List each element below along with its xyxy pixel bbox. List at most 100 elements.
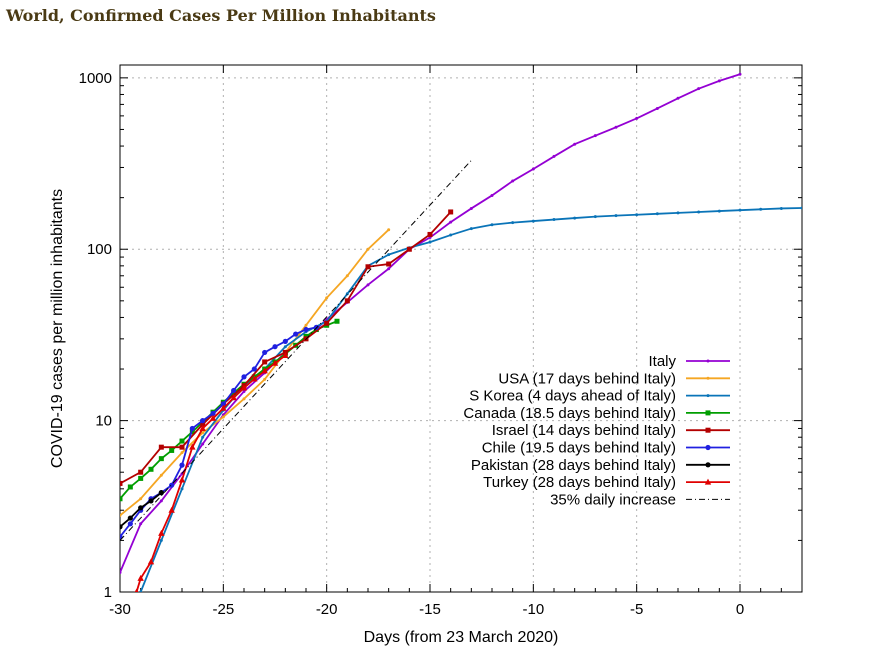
series-7-point [189,443,196,450]
series-2-point [779,206,783,210]
series-5-point [189,425,195,432]
series-5-line [120,326,317,538]
series-3-point [179,438,185,444]
series-0-point [366,283,370,287]
series-5-point [200,418,206,424]
series-2-point [676,211,680,215]
legend-label-2: S Korea (4 days ahead of Italy) [469,388,676,405]
series-5-point [251,366,257,372]
series-5-point [127,521,133,527]
series-0-point [201,442,205,446]
series-0-point [159,499,163,503]
y-tick-label: 100 [87,241,112,258]
series-3-point [127,484,133,490]
series-0-point [717,79,721,83]
series-1-point [387,228,391,232]
series-5-point [262,349,268,356]
series-0-point [139,522,143,526]
series-2-point [717,209,721,213]
series-0-point [593,134,597,138]
series-2-point [573,216,577,220]
series-5-point [272,344,278,350]
series-7-point [199,424,206,431]
series-4-point [406,246,412,252]
series-5-point [169,482,175,488]
series-1-point [139,497,143,501]
series-5-point [179,462,185,468]
series-0-point [387,267,391,271]
legend-marker-4 [705,427,711,433]
series-7-point [178,476,186,483]
series-0-point [552,154,556,158]
series-3-point [334,318,340,324]
series-2-point [139,590,143,592]
series-7-point [209,414,217,421]
series-4-point [138,469,144,475]
series-5-point [220,401,226,407]
series-2-point [759,207,763,211]
legend-marker-6 [705,462,711,468]
series-0-point [738,72,742,76]
series-1-point [304,323,308,327]
series-1-point [221,415,225,419]
y-tick-label: 1 [104,584,112,601]
series-2-point [428,240,432,244]
series-2-point [159,538,163,542]
series-4-point [427,231,433,237]
series-2-point [283,345,287,349]
series-3-point [158,456,164,462]
series-2-point [614,214,618,218]
series-4-point [262,359,268,365]
chart-title: World, Confirmed Cases Per Million Inhab… [6,6,436,25]
legend-label-3: Canada (18.5 days behind Italy) [463,405,676,422]
series-6-point [148,498,154,504]
series-5-point [303,326,309,333]
series-0-point [635,116,639,120]
series-4-point [200,421,206,427]
legend-label-5: Chile (19.5 days behind Italy) [482,440,676,457]
series-4-point [365,264,371,270]
series-5-point [231,387,237,394]
series-3-point [148,466,154,472]
series-4-point [179,444,185,450]
series-4-point [158,444,164,450]
series-group [120,72,802,592]
series-3-point [138,475,144,481]
x-axis-label: Days (from 23 March 2020) [364,629,559,646]
series-7-point [261,367,268,374]
series-6-point [138,505,144,511]
series-1-point [325,296,329,300]
x-tick-label: -5 [630,601,643,618]
series-7-point [240,384,248,391]
series-0-point [511,179,515,183]
series-7-point [271,359,279,366]
series-3-point [189,429,195,435]
series-4-point [324,320,330,326]
series-7-line [135,354,286,592]
series-0-point [490,193,494,197]
series-2-point [531,219,535,223]
series-2-point [511,221,515,225]
legend-label-0: Italy [648,353,676,370]
series-0-point [120,570,122,574]
series-2-point [738,208,742,212]
legend-marker-2 [706,394,710,398]
series-0-point [614,125,618,129]
series-4-point [386,261,392,267]
series-1-point [242,397,246,401]
series-0-point [449,220,453,224]
series-2-point [469,227,473,231]
series-0-point [242,389,246,393]
series-1-point [159,473,163,477]
series-2-point [490,223,494,227]
x-tick-label: -30 [109,601,131,618]
series-0-point [676,96,680,100]
series-7-point [282,351,289,358]
series-4-point [448,209,454,215]
series-2-point [800,206,802,210]
series-7-point [137,574,144,581]
series-2-point [449,233,453,237]
series-7-point [251,375,258,382]
series-7-point [134,588,139,592]
series-2-point [180,487,184,491]
